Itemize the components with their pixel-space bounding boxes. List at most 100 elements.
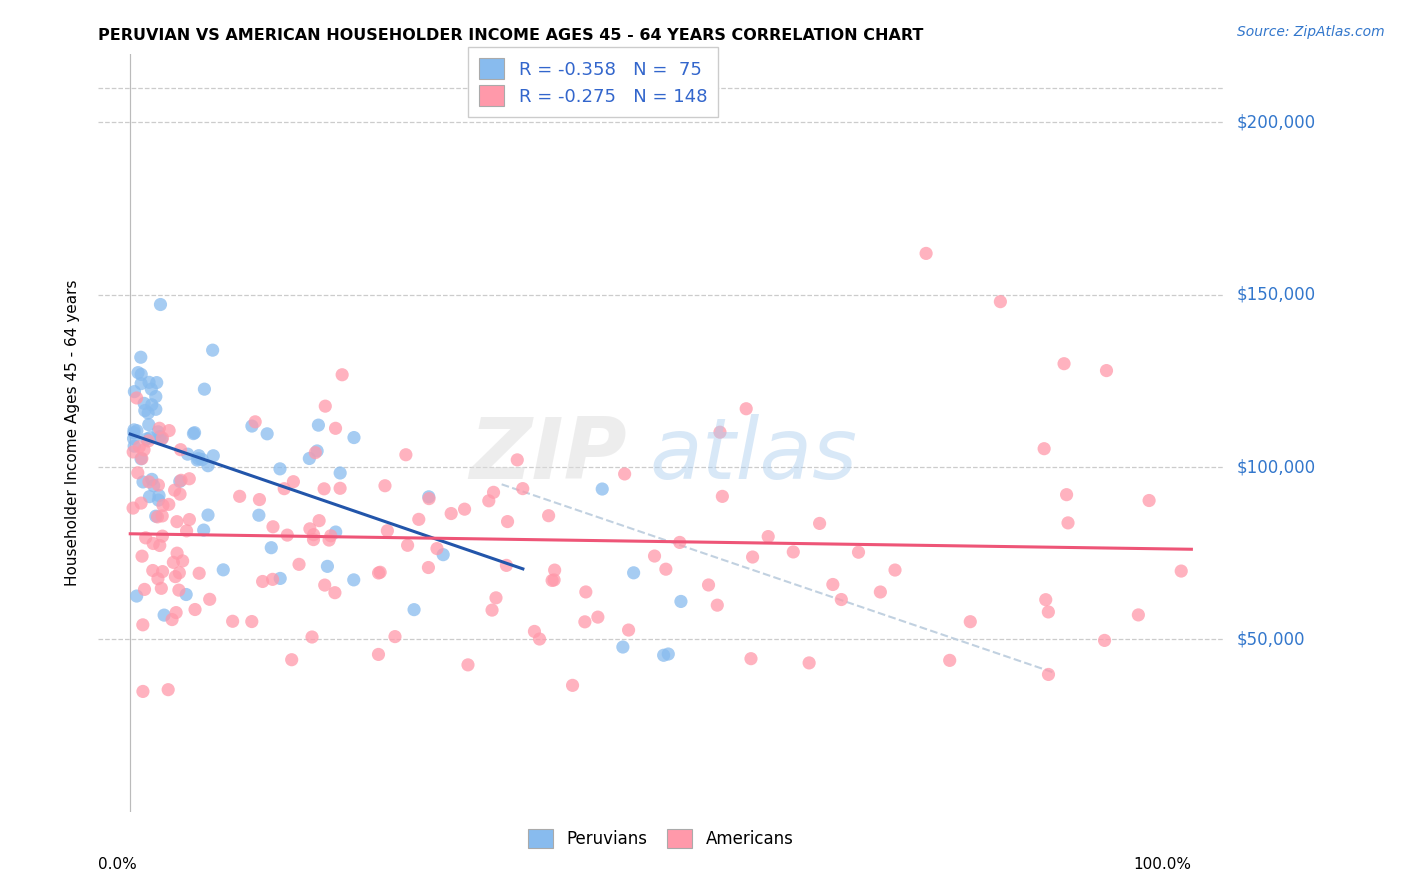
- Point: [884, 563, 907, 577]
- Point: [197, 458, 219, 473]
- Point: [145, 376, 167, 390]
- Point: [990, 294, 1012, 309]
- Point: [1057, 516, 1080, 530]
- Point: [496, 515, 519, 529]
- Point: [150, 432, 173, 446]
- Point: [485, 591, 508, 605]
- Point: [655, 562, 678, 576]
- Point: [260, 541, 283, 555]
- Point: [668, 535, 690, 549]
- Point: [149, 297, 172, 311]
- Point: [122, 445, 145, 459]
- Point: [612, 640, 634, 654]
- Point: [657, 647, 679, 661]
- Point: [808, 516, 831, 531]
- Text: $50,000: $50,000: [1237, 631, 1306, 648]
- Point: [396, 538, 419, 552]
- Point: [125, 391, 148, 405]
- Point: [134, 582, 156, 597]
- Point: [591, 482, 613, 496]
- Point: [152, 431, 174, 445]
- Point: [169, 475, 191, 489]
- Point: [188, 566, 211, 581]
- Point: [138, 417, 160, 432]
- Point: [145, 402, 167, 417]
- Point: [709, 425, 731, 440]
- Point: [132, 617, 155, 632]
- Point: [561, 678, 583, 692]
- Point: [243, 415, 266, 429]
- Point: [316, 559, 339, 574]
- Point: [453, 502, 475, 516]
- Text: $100,000: $100,000: [1237, 458, 1316, 476]
- Point: [138, 434, 160, 448]
- Point: [325, 421, 347, 435]
- Point: [314, 578, 336, 592]
- Point: [134, 403, 156, 417]
- Point: [212, 563, 235, 577]
- Point: [135, 531, 157, 545]
- Point: [166, 546, 188, 560]
- Point: [198, 592, 221, 607]
- Text: PERUVIAN VS AMERICAN HOUSEHOLDER INCOME AGES 45 - 64 YEARS CORRELATION CHART: PERUVIAN VS AMERICAN HOUSEHOLDER INCOME …: [98, 28, 924, 43]
- Point: [325, 524, 347, 539]
- Point: [541, 574, 564, 588]
- Point: [298, 522, 321, 536]
- Point: [308, 514, 330, 528]
- Point: [131, 451, 153, 466]
- Point: [256, 426, 278, 441]
- Point: [174, 587, 197, 601]
- Point: [938, 653, 960, 667]
- Point: [193, 382, 215, 396]
- Point: [165, 569, 187, 583]
- Point: [170, 473, 193, 487]
- Point: [575, 585, 598, 599]
- Point: [276, 528, 298, 542]
- Point: [283, 475, 305, 489]
- Point: [418, 560, 440, 574]
- Point: [304, 445, 326, 459]
- Point: [482, 485, 505, 500]
- Point: [122, 439, 145, 453]
- Point: [440, 507, 463, 521]
- Point: [1033, 442, 1056, 456]
- Point: [129, 376, 152, 391]
- Point: [1137, 493, 1160, 508]
- Point: [367, 566, 389, 580]
- Point: [273, 482, 295, 496]
- Legend: Peruvians, Americans: Peruvians, Americans: [520, 821, 801, 856]
- Point: [163, 483, 186, 498]
- Point: [262, 520, 284, 534]
- Point: [153, 608, 176, 623]
- Point: [706, 598, 728, 612]
- Point: [191, 452, 214, 467]
- Point: [959, 615, 981, 629]
- Point: [367, 648, 389, 662]
- Point: [377, 524, 399, 538]
- Point: [148, 489, 170, 503]
- Point: [1056, 488, 1078, 502]
- Point: [506, 453, 529, 467]
- Point: [136, 406, 159, 420]
- Point: [457, 657, 479, 672]
- Point: [269, 571, 291, 585]
- Point: [302, 533, 325, 547]
- Point: [148, 478, 170, 492]
- Point: [139, 431, 162, 445]
- Point: [869, 585, 891, 599]
- Point: [262, 573, 284, 587]
- Point: [165, 606, 187, 620]
- Point: [711, 489, 734, 503]
- Point: [150, 508, 173, 523]
- Point: [122, 423, 145, 437]
- Point: [478, 493, 501, 508]
- Point: [247, 508, 270, 523]
- Point: [152, 529, 174, 543]
- Point: [269, 462, 291, 476]
- Text: Source: ZipAtlas.com: Source: ZipAtlas.com: [1237, 25, 1385, 39]
- Point: [135, 432, 157, 446]
- Point: [1053, 357, 1076, 371]
- Point: [221, 614, 243, 628]
- Point: [252, 574, 274, 589]
- Point: [298, 451, 321, 466]
